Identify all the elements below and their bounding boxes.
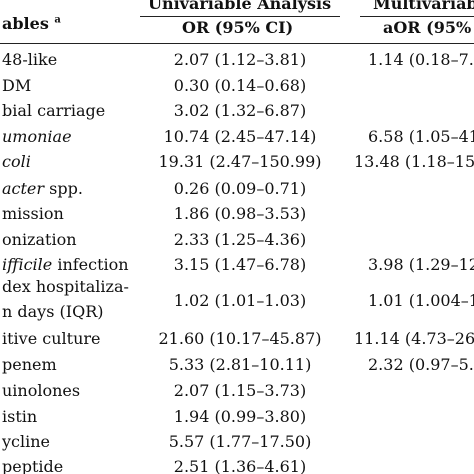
variable-text: spp.: [44, 179, 83, 198]
variable-cell: coli: [2, 152, 31, 171]
or-cell: 2.07 (1.12–3.81): [173, 50, 307, 69]
aor-cell: 3.98 (1.29–12.: [368, 255, 474, 274]
variable-cell: ifficile infection: [2, 255, 129, 274]
variable-cell: DM: [2, 76, 31, 95]
variable-italic: coli: [2, 152, 31, 171]
variables-header: ables a: [2, 14, 61, 33]
variable-text: DM: [2, 76, 32, 95]
or-cell: 2.33 (1.25–4.36): [173, 230, 307, 249]
variable-text: onization: [2, 230, 77, 249]
multivariable-header: Multivariabl: [373, 0, 474, 13]
aor-header: aOR (95% C: [383, 18, 474, 37]
variables-footnote-mark: a: [54, 14, 61, 26]
or-cell: 1.02 (1.01–1.03): [173, 291, 307, 310]
or-cell: 2.51 (1.36–4.61): [173, 457, 307, 474]
variables-label: ables: [2, 14, 49, 33]
variable-cell: onization: [2, 230, 77, 249]
variable-text: penem: [2, 355, 57, 374]
variable-text: uinolones: [2, 381, 81, 400]
aor-cell: 1.14 (0.18–7.1: [368, 50, 474, 69]
variable-text: istin: [2, 407, 38, 426]
aor-cell: 2.32 (0.97–5.5: [368, 355, 474, 374]
aor-cell: 6.58 (1.05–41.: [368, 127, 474, 146]
variable-text: peptide: [2, 457, 64, 474]
univariable-underline: [140, 16, 340, 17]
header-rule: [0, 43, 474, 44]
variable-text: 48-like: [2, 50, 58, 69]
variable-cell: 48-like: [2, 50, 57, 69]
or-cell: 5.57 (1.77–17.50): [168, 432, 312, 451]
variable-cell: ycline: [2, 432, 50, 451]
variable-cell: bial carriage: [2, 101, 105, 120]
variable-italic: umoniae: [2, 127, 72, 146]
multivariable-underline: [360, 16, 474, 17]
variable-text: ycline: [2, 432, 51, 451]
variable-cell: itive culture: [2, 329, 101, 348]
variable-cell: istin: [2, 407, 37, 426]
or-cell: 0.30 (0.14–0.68): [173, 76, 307, 95]
variable-line: dex hospitaliza-: [2, 277, 129, 296]
or-cell: 5.33 (2.81–10.11): [168, 355, 312, 374]
aor-cell: 13.48 (1.18–153: [354, 152, 474, 171]
variable-text: mission: [2, 204, 64, 223]
univariable-header: Univariable Analysis: [148, 0, 332, 13]
variable-cell: acter spp.: [2, 179, 83, 198]
or-cell: 1.86 (0.98–3.53): [173, 204, 307, 223]
variable-cell: umoniae: [2, 127, 72, 146]
or-cell: 3.02 (1.32–6.87): [173, 101, 307, 120]
variable-italic: acter: [2, 179, 45, 198]
variable-line: n days (IQR): [2, 302, 104, 321]
variable-cell: mission: [2, 204, 64, 223]
or-cell: 19.31 (2.47–150.99): [158, 152, 322, 171]
variable-italic: ifficile: [2, 255, 53, 274]
variable-cell: uinolones: [2, 381, 80, 400]
or-cell: 2.07 (1.15–3.73): [173, 381, 307, 400]
variable-cell: penem: [2, 355, 57, 374]
or-cell: 0.26 (0.09–0.71): [173, 179, 307, 198]
variable-text: itive culture: [2, 329, 101, 348]
variable-cell: dex hospitaliza-n days (IQR): [2, 277, 129, 321]
or-cell: 10.74 (2.45–47.14): [163, 127, 317, 146]
or-cell: 3.15 (1.47–6.78): [173, 255, 307, 274]
variable-text: infection: [52, 255, 129, 274]
variable-text: bial carriage: [2, 101, 106, 120]
variable-cell: peptide: [2, 457, 63, 474]
aor-cell: 11.14 (4.73–26: [354, 329, 474, 348]
or-header: OR (95% CI): [182, 18, 294, 37]
or-cell: 21.60 (10.17–45.87): [158, 329, 322, 348]
or-cell: 1.94 (0.99–3.80): [173, 407, 307, 426]
aor-cell: 1.01 (1.004–1.: [368, 291, 474, 310]
